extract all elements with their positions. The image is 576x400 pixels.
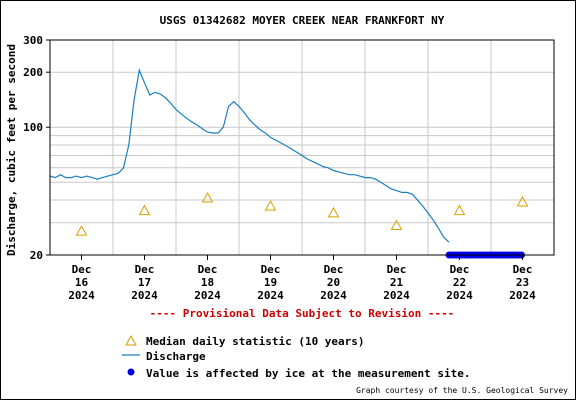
x-axis-ticks: Dec162024Dec172024Dec182024Dec192024Dec2… (68, 255, 536, 302)
legend-label-discharge: Discharge (146, 350, 206, 363)
x-tick-label: Dec (387, 263, 407, 276)
y-tick-label: 20 (30, 249, 43, 262)
x-tick-label: Dec (72, 263, 92, 276)
x-tick-label: Dec (261, 263, 281, 276)
discharge-line (49, 68, 450, 243)
x-tick-label: 23 (516, 276, 529, 289)
y-tick-label: 200 (23, 66, 43, 79)
x-tick-label: 2024 (257, 289, 284, 302)
legend-dot-icon (127, 368, 135, 376)
x-tick-label: Dec (450, 263, 470, 276)
x-tick-label: 16 (75, 276, 89, 289)
legend-label-ice: Value is affected by ice at the measurem… (146, 367, 471, 380)
x-tick-label: Dec (198, 263, 218, 276)
grid-lines (50, 40, 554, 255)
x-tick-label: 2024 (383, 289, 410, 302)
x-tick-label: 2024 (509, 289, 536, 302)
x-tick-label: 17 (138, 276, 151, 289)
x-tick-label: 2024 (194, 289, 221, 302)
x-tick-label: 2024 (68, 289, 95, 302)
median-triangle (201, 191, 214, 203)
x-tick-label: 19 (264, 276, 277, 289)
y-tick-label: 100 (23, 121, 43, 134)
y-axis-label: Discharge, cubic feet per second (5, 44, 18, 256)
discharge-series (49, 68, 450, 243)
median-triangle (264, 200, 277, 211)
median-triangle (390, 219, 403, 230)
chart-title: USGS 01342682 MOYER CREEK NEAR FRANKFORT… (160, 14, 445, 27)
legend: Median daily statistic (10 years) Discha… (122, 334, 471, 380)
x-tick-label: 22 (453, 276, 466, 289)
plot-area-border (49, 39, 555, 256)
y-tick-label: 300 (23, 34, 43, 47)
x-tick-label: 2024 (446, 289, 473, 302)
x-tick-label: Dec (135, 263, 155, 276)
x-tick-label: 21 (390, 276, 404, 289)
credit-text: Graph courtesy of the U.S. Geological Su… (356, 386, 568, 395)
x-tick-label: 18 (201, 276, 214, 289)
median-triangle (516, 195, 529, 207)
x-tick-label: 2024 (320, 289, 347, 302)
median-triangle (75, 225, 88, 236)
x-tick-label: Dec (513, 263, 533, 276)
legend-label-median: Median daily statistic (10 years) (146, 335, 365, 348)
median-triangle (138, 204, 151, 216)
provisional-notice: ---- Provisional Data Subject to Revisio… (150, 307, 455, 320)
y-axis-ticks: 20 100 200 300 (23, 34, 50, 262)
x-tick-label: Dec (324, 263, 344, 276)
x-tick-label: 20 (327, 276, 340, 289)
median-triangle (327, 206, 340, 218)
median-markers (75, 191, 529, 236)
legend-triangle-icon (125, 334, 137, 346)
median-triangle (453, 204, 466, 216)
x-tick-label: 2024 (131, 289, 158, 302)
